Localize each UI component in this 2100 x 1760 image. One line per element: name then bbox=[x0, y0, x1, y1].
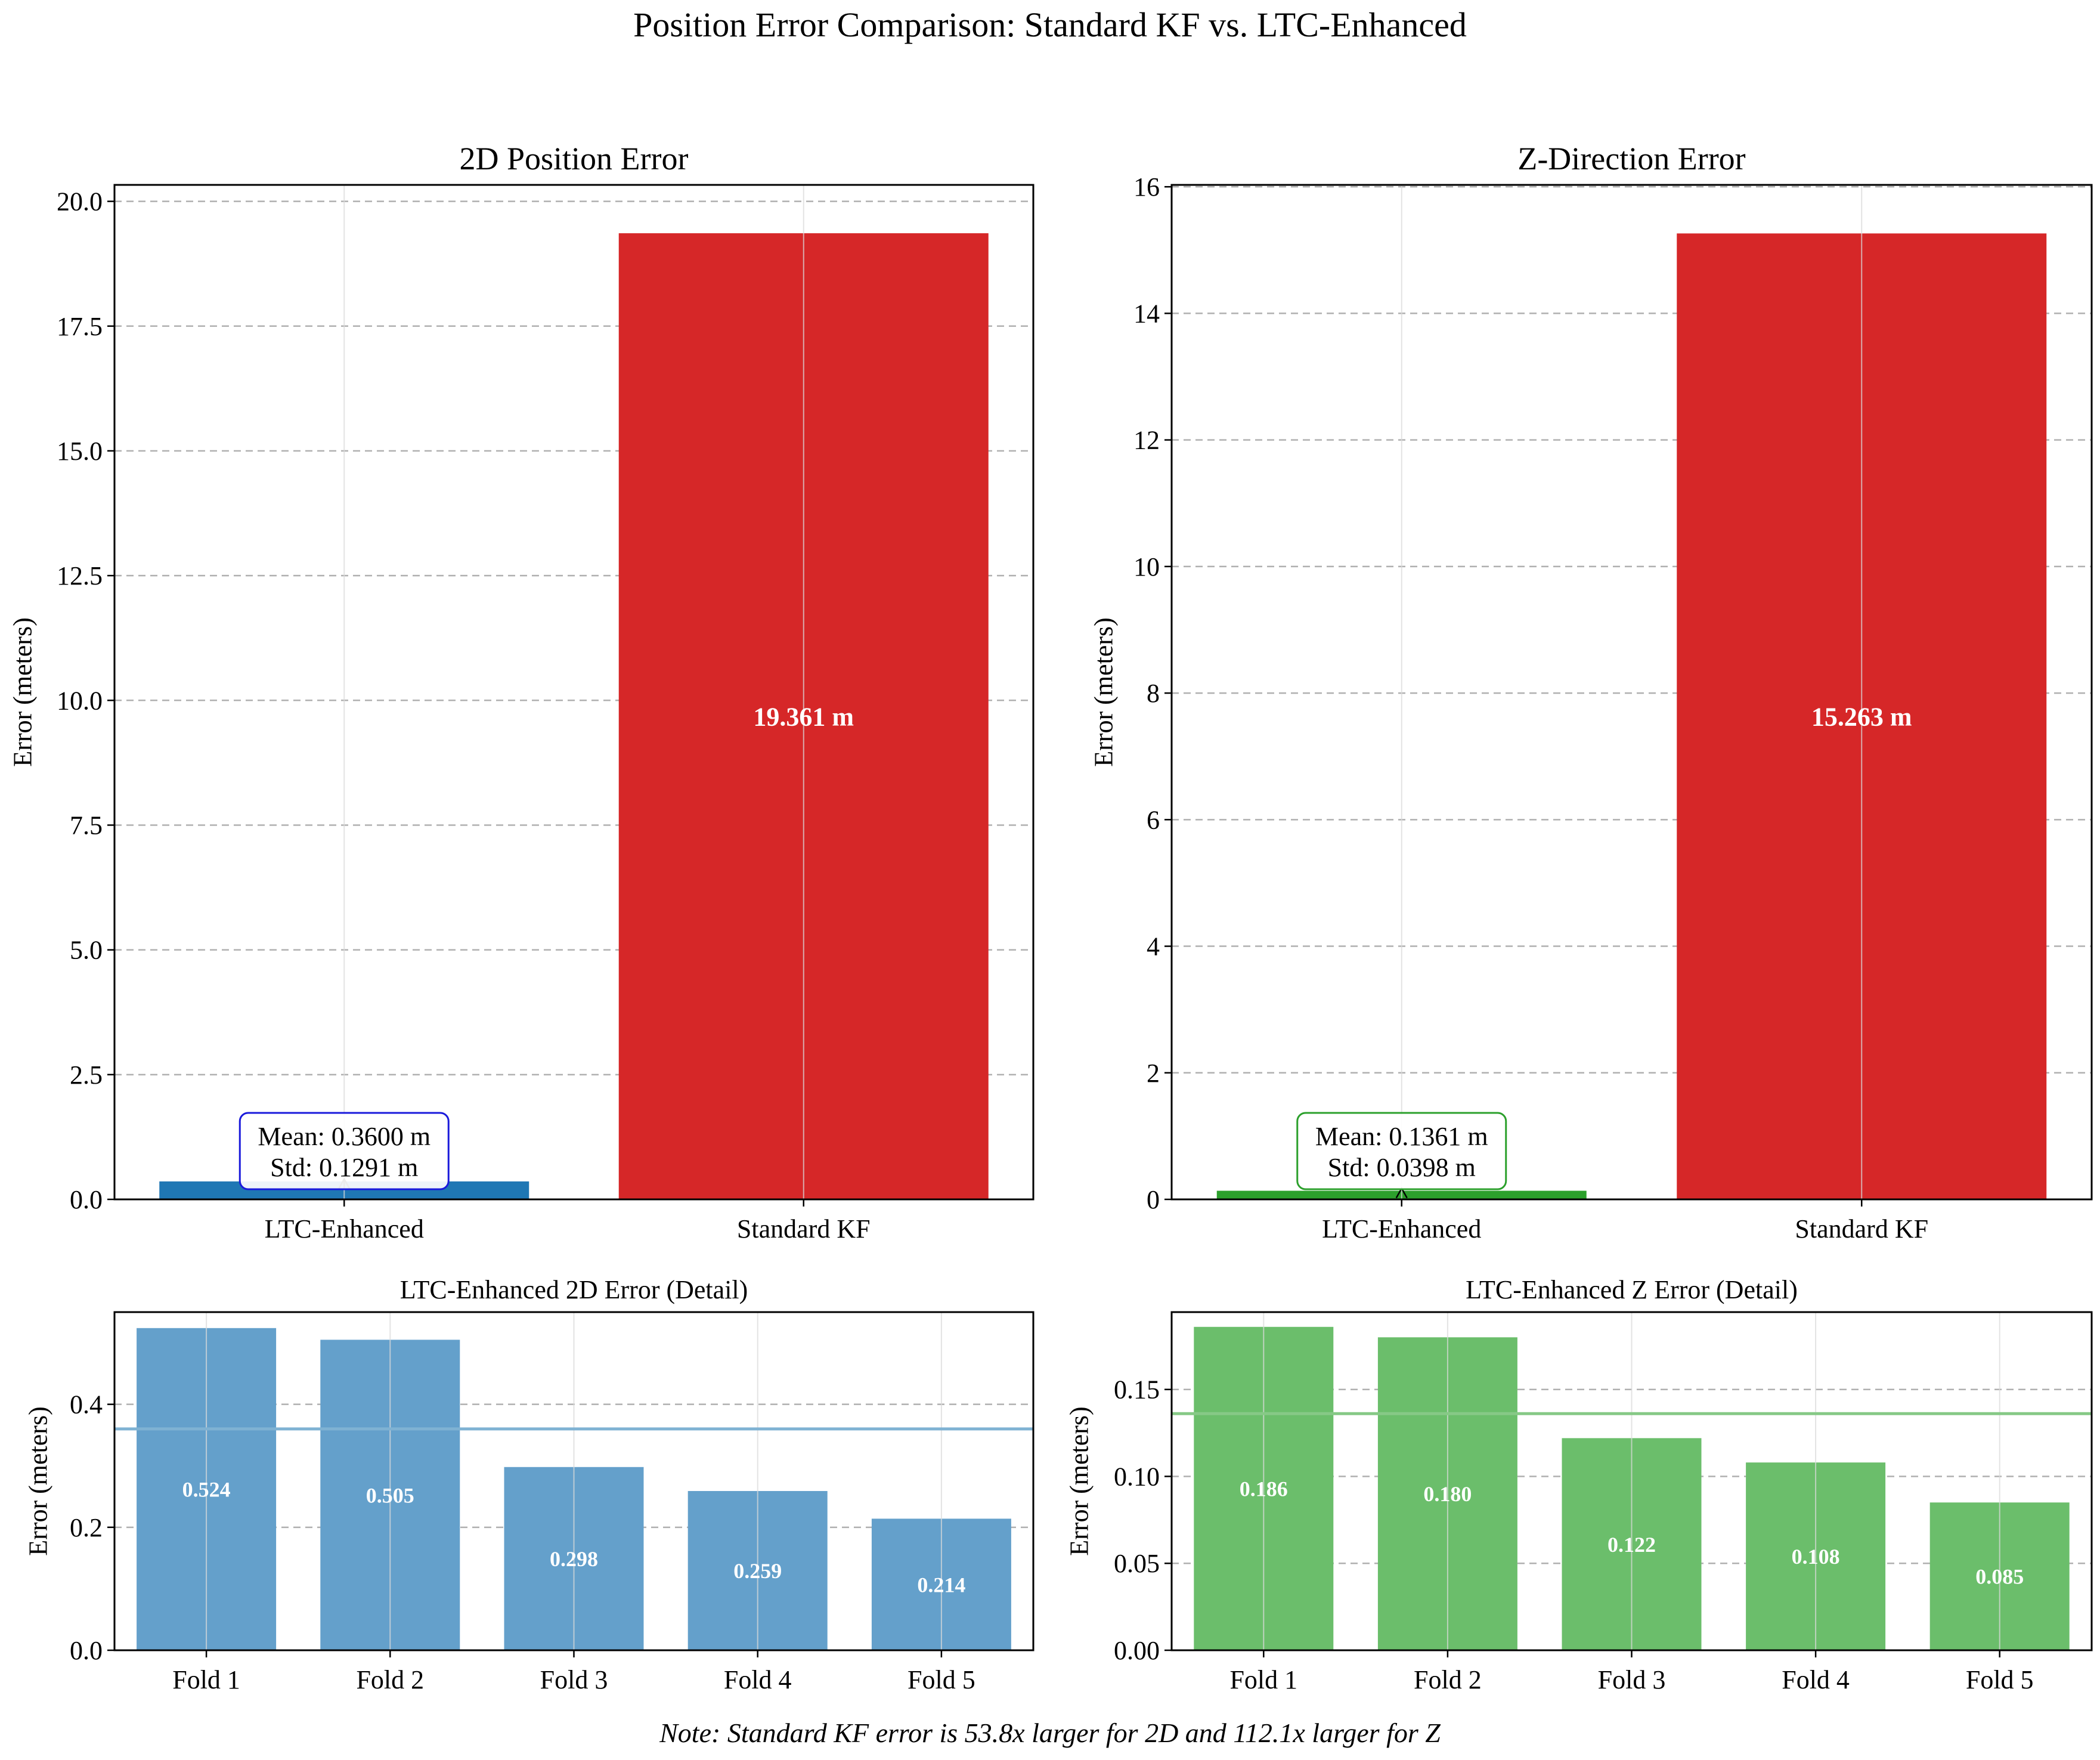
y-tick-label: 0 bbox=[1147, 1185, 1160, 1214]
x-tick-label: LTC-Enhanced bbox=[1322, 1214, 1481, 1244]
axes-frame bbox=[113, 184, 1034, 1201]
annotation-mean: Mean: 0.1361 m bbox=[1315, 1122, 1488, 1151]
x-tick-label: Fold 1 bbox=[1229, 1665, 1297, 1694]
bar-value-label: 0.180 bbox=[1423, 1482, 1472, 1506]
y-tick-label: 0.4 bbox=[70, 1390, 103, 1419]
x-tick-label: Fold 5 bbox=[1966, 1665, 2034, 1694]
x-tick-label: LTC-Enhanced bbox=[265, 1214, 424, 1244]
chart-title: LTC-Enhanced Z Error (Detail) bbox=[1466, 1275, 1798, 1304]
annotation-mean: Mean: 0.3600 m bbox=[258, 1122, 430, 1151]
y-tick-label: 12 bbox=[1133, 426, 1160, 455]
y-tick-label: 2 bbox=[1147, 1059, 1160, 1088]
y-tick-label: 0.15 bbox=[1114, 1375, 1160, 1405]
y-tick-label: 0.2 bbox=[70, 1513, 103, 1542]
y-tick-label: 6 bbox=[1147, 805, 1160, 834]
y-tick-label: 4 bbox=[1147, 932, 1160, 961]
y-tick-label: 10 bbox=[1133, 552, 1160, 581]
x-tick-label: Fold 2 bbox=[1414, 1665, 1482, 1694]
x-tick-label: Fold 4 bbox=[1782, 1665, 1850, 1694]
y-tick-label: 0.00 bbox=[1114, 1636, 1160, 1665]
y-axis-label: Error (meters) bbox=[1089, 617, 1119, 766]
y-tick-label: 0.0 bbox=[70, 1185, 103, 1214]
y-tick-label: 12.5 bbox=[57, 561, 103, 590]
y-tick-label: 10.0 bbox=[57, 686, 103, 715]
y-axis-label: Error (meters) bbox=[1065, 1406, 1094, 1555]
y-tick-label: 14 bbox=[1133, 299, 1160, 328]
y-tick-label: 0.05 bbox=[1114, 1549, 1160, 1578]
chart-title: LTC-Enhanced 2D Error (Detail) bbox=[400, 1275, 748, 1304]
bar-value-label: 0.085 bbox=[1975, 1565, 2024, 1589]
chart-title: Z-Direction Error bbox=[1517, 141, 1745, 177]
bar-value-label: 15.263 m bbox=[1811, 703, 1912, 732]
bar-value-label: 0.524 bbox=[182, 1478, 231, 1502]
y-tick-label: 0.0 bbox=[70, 1636, 103, 1665]
y-tick-label: 8 bbox=[1147, 679, 1160, 708]
x-tick-label: Fold 3 bbox=[1598, 1665, 1666, 1694]
axes-frame bbox=[1170, 184, 2093, 1201]
y-tick-label: 7.5 bbox=[70, 811, 103, 840]
y-tick-label: 0.10 bbox=[1114, 1462, 1160, 1491]
bar-value-label: 0.122 bbox=[1607, 1533, 1656, 1557]
x-tick-label: Fold 5 bbox=[907, 1665, 975, 1694]
bar-value-label: 0.186 bbox=[1240, 1477, 1288, 1501]
y-tick-label: 15.0 bbox=[57, 437, 103, 466]
bar-value-label: 0.298 bbox=[550, 1547, 598, 1571]
annotation-box bbox=[239, 1112, 450, 1190]
chart-title: 2D Position Error bbox=[460, 141, 689, 177]
bar-value-label: 0.505 bbox=[366, 1483, 414, 1507]
axes-frame bbox=[1170, 1311, 2093, 1651]
bar-value-label: 19.361 m bbox=[753, 702, 854, 731]
x-tick-label: Fold 3 bbox=[540, 1665, 608, 1694]
y-tick-label: 16 bbox=[1133, 172, 1160, 202]
y-tick-label: 5.0 bbox=[70, 936, 103, 965]
figure-title: Position Error Comparison: Standard KF v… bbox=[633, 5, 1467, 44]
chart-top-left: 0.0 2.5 5.0 7.5 10.0 12.5 15.0 17.5 20.0 19.361 m… bbox=[8, 141, 1034, 1244]
annotation-box bbox=[1296, 1112, 1507, 1190]
y-tick-label: 2.5 bbox=[70, 1060, 103, 1090]
y-tick-label: 17.5 bbox=[57, 312, 103, 341]
x-tick-label: Standard KF bbox=[1795, 1214, 1928, 1244]
bar-value-label: 0.214 bbox=[917, 1573, 965, 1597]
bar-value-label: 0.108 bbox=[1792, 1545, 1840, 1569]
chart-bottom-left: 0.0 0.2 0.4 0.524 0.505 0.298 0.259 0.214 Fold 1… bbox=[24, 1275, 1034, 1694]
bar-value-label: 0.259 bbox=[733, 1559, 782, 1583]
y-axis-label: Error (meters) bbox=[24, 1406, 53, 1555]
annotation-std: Std: 0.1291 m bbox=[270, 1153, 418, 1182]
x-tick-label: Fold 2 bbox=[356, 1665, 424, 1694]
y-tick-label: 20.0 bbox=[57, 187, 103, 216]
chart-bottom-right: 0.00 0.05 0.10 0.15 0.186 0.180 0.122 0.108 0.08… bbox=[1065, 1275, 2093, 1694]
y-axis-label: Error (meters) bbox=[8, 617, 38, 766]
annotation-std: Std: 0.0398 m bbox=[1328, 1153, 1476, 1182]
x-tick-label: Fold 4 bbox=[724, 1665, 792, 1694]
axes-frame bbox=[113, 1311, 1034, 1651]
x-tick-label: Fold 1 bbox=[172, 1665, 240, 1694]
x-tick-label: Standard KF bbox=[737, 1214, 871, 1244]
chart-top-right: 0 2 4 6 8 10 12 14 16 15.263 m LTC-Enhanced Standar… bbox=[1089, 141, 2093, 1244]
figure-footnote: Note: Standard KF error is 53.8x larger … bbox=[659, 1718, 1441, 1748]
